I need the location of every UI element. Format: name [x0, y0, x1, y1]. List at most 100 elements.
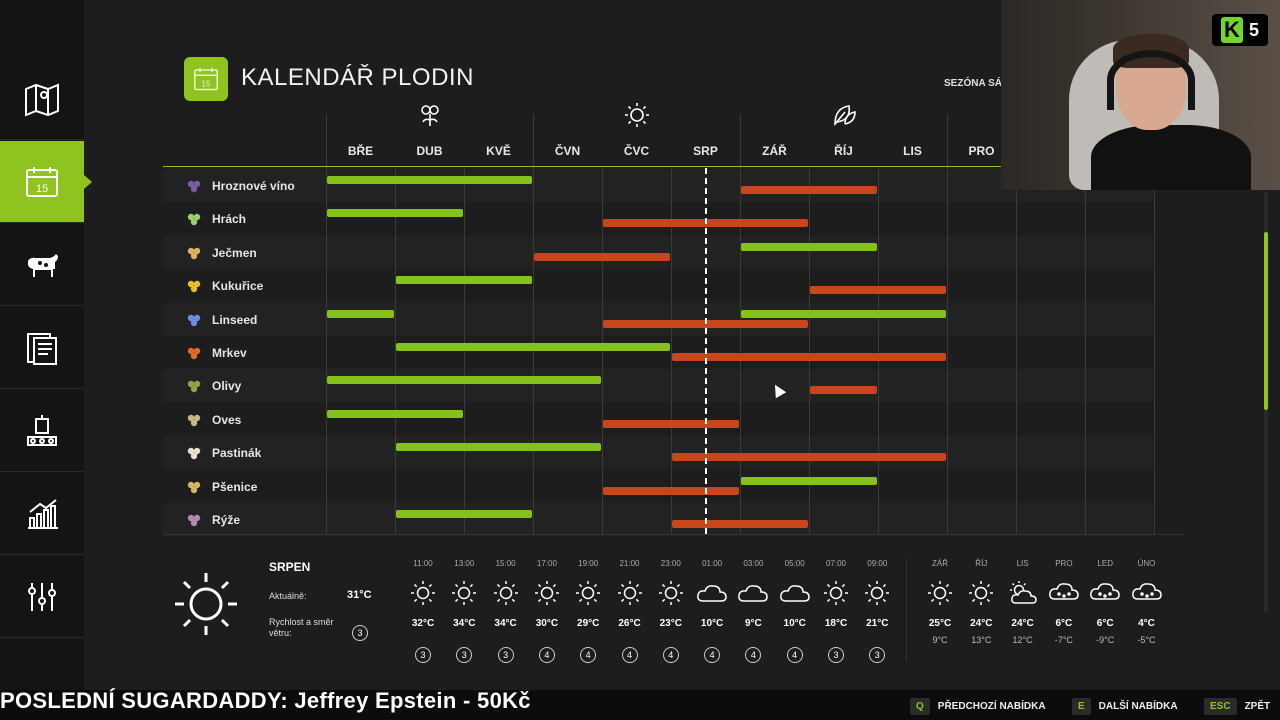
sowing-bar	[327, 376, 601, 385]
sidebar-item-contracts[interactable]	[0, 307, 84, 389]
sun-icon	[410, 580, 436, 606]
crop-row[interactable]: Pastinák	[163, 436, 1153, 470]
forecast-low: -9°C	[1096, 635, 1115, 645]
hourly-temp: 34°C	[494, 618, 517, 629]
sowing-bar	[396, 510, 532, 518]
crop-label: Linseed	[212, 312, 258, 327]
harvest-bar	[603, 486, 739, 495]
hourly-wind: 4	[786, 647, 803, 663]
hourly-temp: 21°C	[866, 618, 889, 629]
hourly-wind: 4	[621, 647, 638, 663]
svg-text:15: 15	[36, 183, 48, 195]
rice-icon	[185, 511, 203, 529]
sun-icon	[451, 580, 477, 606]
sun-icon	[927, 580, 953, 606]
autumn-leaf-icon	[831, 102, 857, 128]
crop-row[interactable]: Rýže	[163, 503, 1153, 536]
grid-column-line	[878, 168, 879, 534]
harvest-bar	[810, 386, 877, 395]
forecast-month: LED	[1097, 559, 1113, 568]
sidebar: 15	[0, 0, 92, 690]
ticker-text: POSLEDNÍ SUGARDADDY: Jeffrey Epstein - 5…	[0, 688, 531, 713]
hourly-time: 09:00	[867, 559, 888, 568]
hourly-wind: 3	[828, 647, 844, 663]
wind-label: Rychlost a směr větru:	[269, 617, 334, 638]
grid-column-line	[1016, 168, 1017, 534]
corn-icon	[185, 277, 203, 295]
cloud-icon	[696, 580, 728, 606]
sowing-bar	[327, 309, 394, 318]
forecast-month: ŘÍJ	[975, 559, 988, 568]
grid-column-line	[671, 168, 672, 534]
crop-label: Kukuřice	[212, 279, 264, 294]
month-header: ZÁŘ	[762, 144, 787, 158]
statistics-icon	[28, 498, 58, 529]
crop-row[interactable]: Oves	[163, 403, 1153, 436]
snow-icon	[1089, 580, 1121, 606]
hourly-wind: 3	[456, 647, 473, 663]
sidebar-item-production[interactable]	[0, 390, 84, 472]
hint-key-esc: ESC	[1204, 697, 1237, 715]
crop-row[interactable]: Ječmen	[163, 235, 1153, 269]
hint-back[interactable]: ESC ZPĚT	[1204, 696, 1270, 716]
sun-icon	[175, 573, 237, 635]
sun-icon	[493, 580, 519, 606]
carrot-icon	[185, 344, 203, 362]
grid-column-line	[809, 168, 810, 534]
hourly-time: 13:00	[454, 559, 475, 568]
grape-icon	[185, 177, 203, 195]
month-header: BŘE	[347, 144, 374, 158]
spring-flower-icon	[417, 102, 443, 128]
sidebar-item-settings[interactable]	[0, 556, 84, 638]
crop-label: Pastinák	[212, 446, 262, 461]
sun-icon	[575, 580, 601, 606]
cloud-icon	[737, 580, 769, 606]
wind-value: 3	[352, 625, 368, 641]
crop-row[interactable]: Hrách	[163, 202, 1153, 235]
channel-logo-letter: K	[1220, 17, 1243, 43]
hint-key-e: E	[1072, 697, 1091, 715]
crop-row[interactable]: Olivy	[163, 369, 1153, 403]
month-header: LIS	[903, 144, 922, 158]
hint-label-next: DALŠÍ NABÍDKA	[1098, 700, 1178, 712]
crop-label: Oves	[212, 412, 242, 427]
weather-month: SRPEN	[269, 560, 311, 574]
pea-icon	[185, 210, 203, 228]
sidebar-item-statistics[interactable]	[0, 473, 84, 555]
page-title: KALENDÁŘ PLODIN	[241, 64, 474, 91]
forecast-high: 24°C	[1011, 618, 1034, 629]
season-toggle[interactable]: SEZÓNA SÁZ	[944, 78, 1009, 89]
sidebar-item-animals[interactable]	[0, 224, 84, 306]
hourly-time: 15:00	[495, 559, 516, 568]
grid-column-line	[947, 114, 948, 534]
webcam-overlay: K 5	[1001, 0, 1280, 190]
hourly-wind: 4	[704, 647, 721, 663]
crop-row[interactable]: Hroznové víno	[163, 169, 1153, 202]
crop-row[interactable]: Pšenice	[163, 470, 1153, 503]
hourly-temp: 23°C	[659, 618, 682, 629]
grid-column-line	[464, 168, 465, 534]
crop-row[interactable]: Linseed	[163, 302, 1153, 336]
contracts-icon	[27, 332, 57, 365]
calendar-icon: 15	[26, 166, 58, 197]
current-temp-value: 31°C	[347, 589, 372, 601]
harvest-bar	[534, 252, 670, 261]
sowing-bar	[741, 242, 877, 251]
hourly-temp: 34°C	[453, 618, 476, 629]
crop-row[interactable]: Kukuřice	[163, 269, 1153, 302]
hint-previous[interactable]: Q PŘEDCHOZÍ NABÍDKA	[910, 696, 1046, 716]
grid-column-line	[395, 168, 396, 534]
hint-next[interactable]: E DALŠÍ NABÍDKA	[1072, 696, 1178, 716]
month-header: ČVC	[623, 144, 650, 158]
hourly-temp: 30°C	[535, 618, 559, 629]
scrollbar-thumb[interactable]	[1264, 232, 1268, 410]
sidebar-item-map[interactable]	[0, 58, 84, 140]
olive-icon	[185, 377, 203, 395]
crop-row[interactable]: Mrkev	[163, 336, 1153, 369]
hourly-wind: 4	[538, 647, 555, 663]
hourly-wind: 4	[662, 647, 679, 663]
hourly-temp: 26°C	[618, 618, 641, 629]
forecast-low: 13°C	[971, 635, 992, 645]
sidebar-item-calendar[interactable]: 15	[0, 141, 92, 223]
forecast-high: 6°C	[1096, 618, 1114, 629]
